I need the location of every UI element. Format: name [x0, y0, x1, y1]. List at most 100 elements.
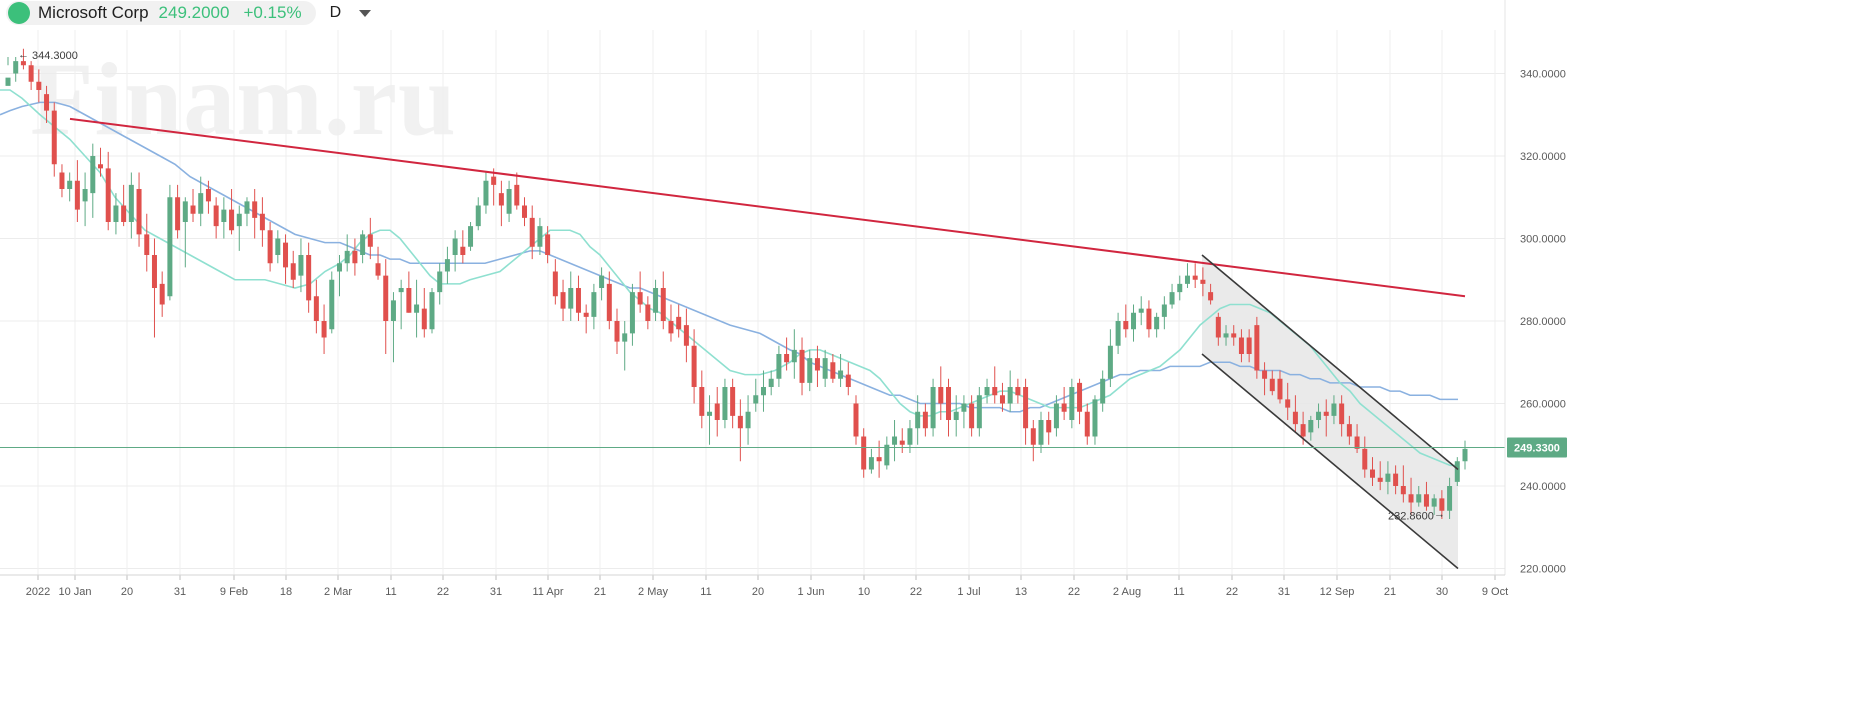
candle[interactable] [1292, 395, 1298, 433]
candle[interactable] [560, 279, 566, 321]
candle[interactable] [98, 147, 104, 177]
candle[interactable] [776, 345, 782, 387]
candle[interactable] [244, 197, 250, 227]
candle[interactable] [1077, 378, 1083, 425]
candle[interactable] [799, 337, 805, 396]
candle[interactable] [28, 61, 34, 90]
candle[interactable] [1308, 415, 1314, 441]
candle[interactable] [1200, 267, 1206, 297]
candle[interactable] [930, 378, 936, 437]
candle[interactable] [691, 329, 697, 404]
candle[interactable] [583, 304, 589, 334]
candle[interactable] [1084, 403, 1090, 445]
candle[interactable] [36, 69, 42, 103]
candle[interactable] [1439, 490, 1445, 519]
candle[interactable] [59, 164, 65, 198]
candle[interactable] [876, 440, 882, 478]
candle[interactable] [838, 354, 844, 387]
candle[interactable] [5, 57, 11, 86]
candle[interactable] [1154, 312, 1160, 338]
candle[interactable] [1069, 378, 1075, 429]
candle[interactable] [845, 362, 851, 396]
candle[interactable] [614, 308, 620, 354]
candle[interactable] [360, 230, 366, 264]
candle[interactable] [313, 279, 319, 334]
candle[interactable] [375, 246, 381, 280]
candle[interactable] [537, 217, 543, 255]
candle[interactable] [398, 279, 404, 330]
candle[interactable] [429, 288, 435, 334]
candle[interactable] [1285, 382, 1291, 420]
candle[interactable] [1423, 481, 1429, 511]
candle[interactable] [707, 395, 713, 445]
candle[interactable] [653, 279, 659, 321]
candle[interactable] [236, 205, 242, 251]
candle[interactable] [1393, 465, 1399, 495]
candle[interactable] [830, 354, 836, 383]
candle[interactable] [1053, 395, 1059, 437]
candle[interactable] [622, 321, 628, 371]
candle[interactable] [483, 172, 489, 214]
candle[interactable] [437, 263, 443, 305]
candle[interactable] [121, 184, 127, 227]
candle[interactable] [514, 172, 520, 210]
candle[interactable] [1254, 316, 1260, 379]
candle[interactable] [1177, 275, 1183, 301]
candle[interactable] [136, 172, 142, 247]
candle[interactable] [491, 168, 497, 206]
candle[interactable] [1408, 477, 1414, 515]
candle[interactable] [1131, 304, 1137, 342]
candle[interactable] [475, 197, 481, 231]
candle[interactable] [868, 448, 874, 474]
candle[interactable] [768, 370, 774, 396]
candle[interactable] [591, 283, 597, 330]
candle[interactable] [1092, 395, 1098, 445]
candle[interactable] [1316, 403, 1322, 429]
candle[interactable] [1146, 300, 1152, 338]
candle[interactable] [506, 180, 512, 222]
candle[interactable] [1123, 304, 1129, 338]
interval-selector[interactable]: D [329, 4, 342, 21]
candle[interactable] [699, 370, 705, 429]
candle[interactable] [321, 304, 327, 355]
candle[interactable] [1208, 283, 1214, 305]
candle[interactable] [290, 250, 296, 288]
candle[interactable] [1346, 415, 1352, 445]
candle[interactable] [383, 259, 389, 354]
candle[interactable] [737, 399, 743, 462]
candle[interactable] [922, 403, 928, 437]
candle[interactable] [1215, 312, 1221, 346]
candle[interactable] [298, 238, 304, 293]
candle[interactable] [1246, 329, 1252, 363]
candle[interactable] [406, 271, 412, 313]
candle[interactable] [1369, 457, 1375, 486]
symbol-pill[interactable]: Microsoft Corp 249.2000 +0.15% [6, 1, 316, 25]
candle[interactable] [221, 197, 227, 239]
candle[interactable] [1339, 395, 1345, 437]
candle[interactable] [51, 102, 57, 177]
candle[interactable] [1023, 378, 1029, 445]
chevron-down-icon[interactable] [359, 9, 372, 17]
candle[interactable] [1184, 263, 1190, 288]
candle[interactable] [945, 378, 951, 437]
candle[interactable] [67, 172, 73, 202]
candle[interactable] [1431, 494, 1437, 515]
candle[interactable] [167, 184, 173, 301]
candle[interactable] [182, 197, 188, 268]
candle[interactable] [522, 197, 528, 227]
candle[interactable] [151, 238, 157, 338]
candle[interactable] [159, 271, 165, 317]
candle[interactable] [992, 366, 998, 404]
candle[interactable] [468, 222, 474, 251]
candle[interactable] [892, 420, 898, 462]
candle[interactable] [175, 184, 181, 239]
candle[interactable] [190, 189, 196, 222]
candle[interactable] [899, 428, 905, 453]
candle[interactable] [20, 48, 26, 70]
candle[interactable] [1223, 325, 1229, 346]
candle[interactable] [1362, 436, 1368, 478]
candle[interactable] [1061, 387, 1067, 420]
candle[interactable] [367, 217, 373, 260]
candle[interactable] [676, 304, 682, 338]
